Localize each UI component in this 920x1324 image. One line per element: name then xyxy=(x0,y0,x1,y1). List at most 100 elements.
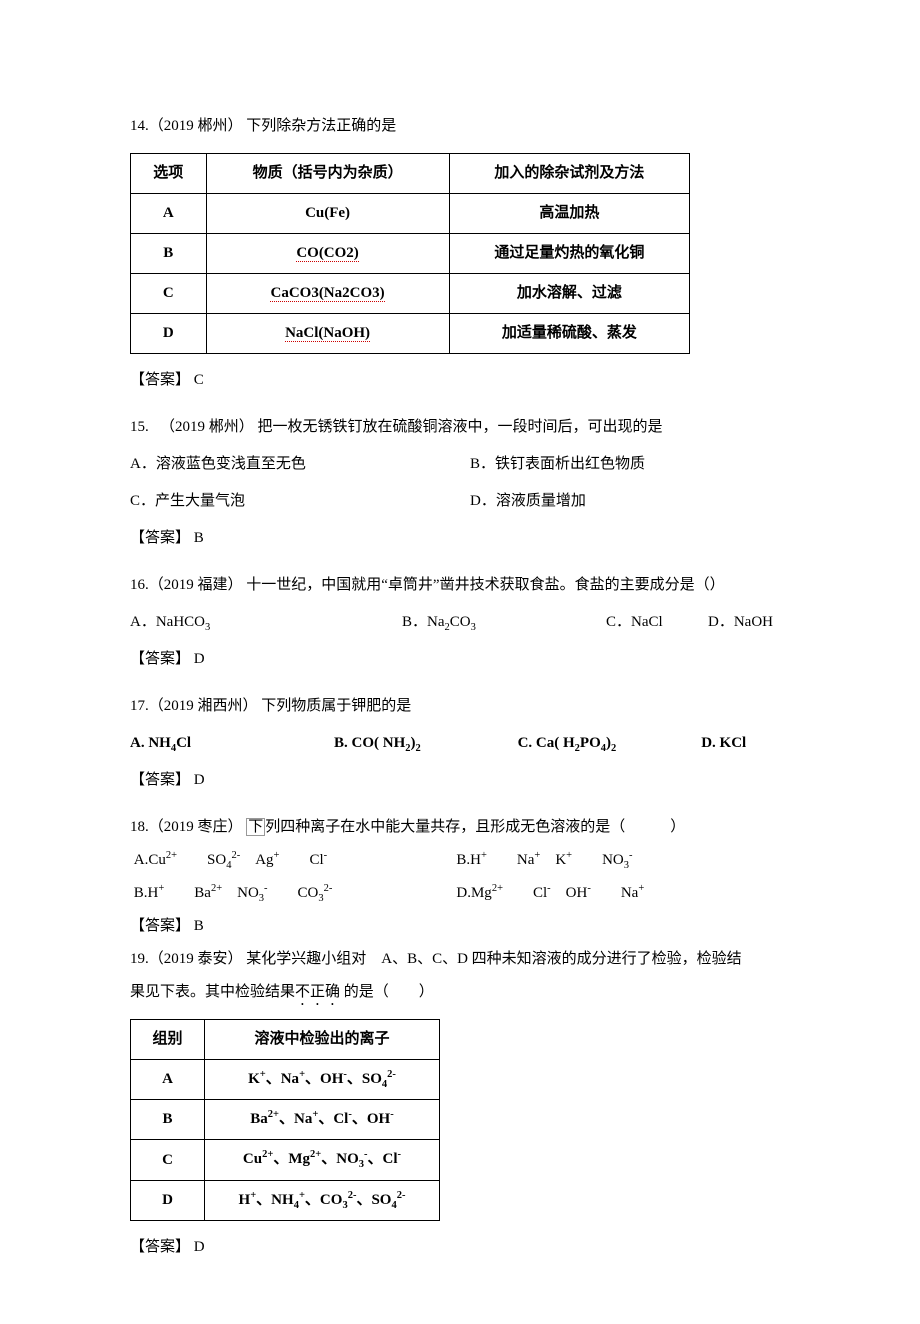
q15-answer: 【答案】 B xyxy=(130,522,810,555)
q18-options-row1: A.Cu2+ SO42- Ag+ Cl- B.H+ Na+ K+ NO3- xyxy=(130,844,810,877)
q18-opt-b: B.H+ Na+ K+ NO3- xyxy=(456,844,810,877)
cell-substance: Cu(Fe) xyxy=(206,194,449,234)
subscript: 2 xyxy=(416,743,421,754)
cell-group: B xyxy=(131,1100,205,1140)
q17-options: A. NH4Cl B. CO( NH2)2 C. Ca( H2PO4)2 D. … xyxy=(130,727,810,760)
cell-option: C xyxy=(131,274,207,314)
cell-method: 加水溶解、过滤 xyxy=(449,274,689,314)
q14-table: 选项 物质（括号内为杂质） 加入的除杂试剂及方法 A Cu(Fe) 高温加热 B… xyxy=(130,153,690,354)
q18-opt-d: D.Mg2+ Cl- OH- Na+ xyxy=(456,877,810,910)
subscript: 2 xyxy=(575,743,580,754)
q19-th-group: 组别 xyxy=(131,1020,205,1060)
q14-th-option: 选项 xyxy=(131,154,207,194)
superscript: - xyxy=(547,883,551,894)
q14-th-method: 加入的除杂试剂及方法 xyxy=(449,154,689,194)
q14-stem: 14.（2019 郴州） 下列除杂方法正确的是 xyxy=(130,110,810,143)
subscript: 3 xyxy=(624,860,629,871)
q15-options-row2: C．产生大量气泡 D．溶液质量增加 xyxy=(130,485,810,518)
q19-answer: 【答案】 D xyxy=(130,1231,810,1264)
exam-page: 14.（2019 郴州） 下列除杂方法正确的是 选项 物质（括号内为杂质） 加入… xyxy=(0,0,920,1324)
underlined-formula: CaCO3(Na2CO3) xyxy=(270,285,384,302)
table-row: B CO(CO2) 通过足量灼热的氧化铜 xyxy=(131,234,690,274)
subscript: 4 xyxy=(601,743,606,754)
superscript: + xyxy=(274,850,280,861)
q18-options-row2: B.H+ Ba2+ NO3- CO32- D.Mg2+ Cl- OH- Na+ xyxy=(130,877,810,910)
subscript: 2 xyxy=(445,622,450,633)
q17-opt-a: A. NH4Cl xyxy=(130,727,334,760)
table-row: A K+、Na+、OH-、SO42- xyxy=(131,1060,440,1100)
q18-opt-c: B.H+ Ba2+ NO3- CO32- xyxy=(130,877,456,910)
superscript: + xyxy=(158,883,164,894)
q16-answer: 【答案】 D xyxy=(130,643,810,676)
superscript: + xyxy=(566,850,572,861)
cell-option: D xyxy=(131,314,207,354)
cell-group: A xyxy=(131,1060,205,1100)
superscript: - xyxy=(264,883,268,894)
q17-stem: 17.（2019 湘西州） 下列物质属于钾肥的是 xyxy=(130,690,810,723)
cell-method: 通过足量灼热的氧化铜 xyxy=(449,234,689,274)
q17-opt-b: B. CO( NH2)2 xyxy=(334,727,518,760)
subscript: 4 xyxy=(171,743,176,754)
cell-option: B xyxy=(131,234,207,274)
cell-substance: CaCO3(Na2CO3) xyxy=(206,274,449,314)
q17-opt-d: D. KCl xyxy=(701,727,810,760)
table-row: D NaCl(NaOH) 加适量稀硫酸、蒸发 xyxy=(131,314,690,354)
q18-stem: 18.（2019 枣庄） 下列四种离子在水中能大量共存，且形成无色溶液的是（ ） xyxy=(130,811,810,844)
underlined-formula: NaCl(NaOH) xyxy=(285,325,370,342)
subscript: 3 xyxy=(318,893,323,904)
q15-options-row1: A．溶液蓝色变浅直至无色 B．铁钉表面析出红色物质 xyxy=(130,448,810,481)
superscript: - xyxy=(587,883,591,894)
cell-group: C xyxy=(131,1140,205,1180)
q15-stem: 15. （2019 郴州） 把一枚无锈铁钉放在硫酸铜溶液中，一段时间后，可出现的… xyxy=(130,411,810,444)
q14-answer: 【答案】 C xyxy=(130,364,810,397)
superscript: 2+ xyxy=(492,883,503,894)
q19-stem-line1: 19.（2019 泰安） 某化学兴趣小组对 A、B、C、D 四种未知溶液的成分进… xyxy=(130,943,810,976)
superscript: + xyxy=(534,850,540,861)
q18-opt-a: A.Cu2+ SO42- Ag+ Cl- xyxy=(130,844,456,877)
q15-opt-b: B．铁钉表面析出红色物质 xyxy=(470,448,810,481)
subscript: 2 xyxy=(611,743,616,754)
q15-opt-d: D．溶液质量增加 xyxy=(470,485,810,518)
cell-ions: K+、Na+、OH-、SO42- xyxy=(204,1060,439,1100)
q18-answer: 【答案】 B xyxy=(130,910,810,943)
superscript: 2+ xyxy=(211,883,222,894)
cell-substance: NaCl(NaOH) xyxy=(206,314,449,354)
cell-ions: Ba2+、Na+、Cl-、OH- xyxy=(204,1100,439,1140)
emphasized-text: 不正确 xyxy=(295,984,340,1000)
subscript: 3 xyxy=(259,893,264,904)
q17-answer: 【答案】 D xyxy=(130,764,810,797)
subscript: 3 xyxy=(205,622,210,633)
table-row: A Cu(Fe) 高温加热 xyxy=(131,194,690,234)
superscript: - xyxy=(629,850,633,861)
table-row: D H+、NH4+、CO32-、SO42- xyxy=(131,1180,440,1220)
q14-th-substance: 物质（括号内为杂质） xyxy=(206,154,449,194)
q16-opt-a: A．NaHCO3 xyxy=(130,606,402,639)
table-header-row: 组别 溶液中检验出的离子 xyxy=(131,1020,440,1060)
q15-opt-c: C．产生大量气泡 xyxy=(130,485,470,518)
table-header-row: 选项 物质（括号内为杂质） 加入的除杂试剂及方法 xyxy=(131,154,690,194)
cell-method: 高温加热 xyxy=(449,194,689,234)
table-row: C Cu2+、Mg2+、NO3-、Cl- xyxy=(131,1140,440,1180)
q19-table: 组别 溶液中检验出的离子 A K+、Na+、OH-、SO42- B Ba2+、N… xyxy=(130,1019,440,1220)
superscript: 2+ xyxy=(166,850,177,861)
cell-ions: Cu2+、Mg2+、NO3-、Cl- xyxy=(204,1140,439,1180)
subscript: 4 xyxy=(226,860,231,871)
subscript: 3 xyxy=(471,622,476,633)
cell-method: 加适量稀硫酸、蒸发 xyxy=(449,314,689,354)
superscript: 2- xyxy=(231,850,240,861)
q19-stem-line2: 果见下表。其中检验结果不正确 的是（ ） xyxy=(130,976,810,1009)
boxed-char: 下 xyxy=(246,818,265,836)
cell-ions: H+、NH4+、CO32-、SO42- xyxy=(204,1180,439,1220)
q19-th-ions: 溶液中检验出的离子 xyxy=(204,1020,439,1060)
underlined-formula: CO(CO2) xyxy=(296,245,359,262)
table-row: B Ba2+、Na+、Cl-、OH- xyxy=(131,1100,440,1140)
q16-stem: 16.（2019 福建） 十一世纪，中国就用“卓筒井”凿井技术获取食盐。食盐的主… xyxy=(130,569,810,602)
superscript: 2- xyxy=(324,883,333,894)
superscript: + xyxy=(638,883,644,894)
q16-options: A．NaHCO3 B．Na2CO3 C．NaCl D．NaOH xyxy=(130,606,810,639)
q16-opt-c: C．NaCl xyxy=(606,606,708,639)
q15-opt-a: A．溶液蓝色变浅直至无色 xyxy=(130,448,470,481)
subscript: 2 xyxy=(405,743,410,754)
q17-opt-c: C. Ca( H2PO4)2 xyxy=(518,727,702,760)
table-row: C CaCO3(Na2CO3) 加水溶解、过滤 xyxy=(131,274,690,314)
